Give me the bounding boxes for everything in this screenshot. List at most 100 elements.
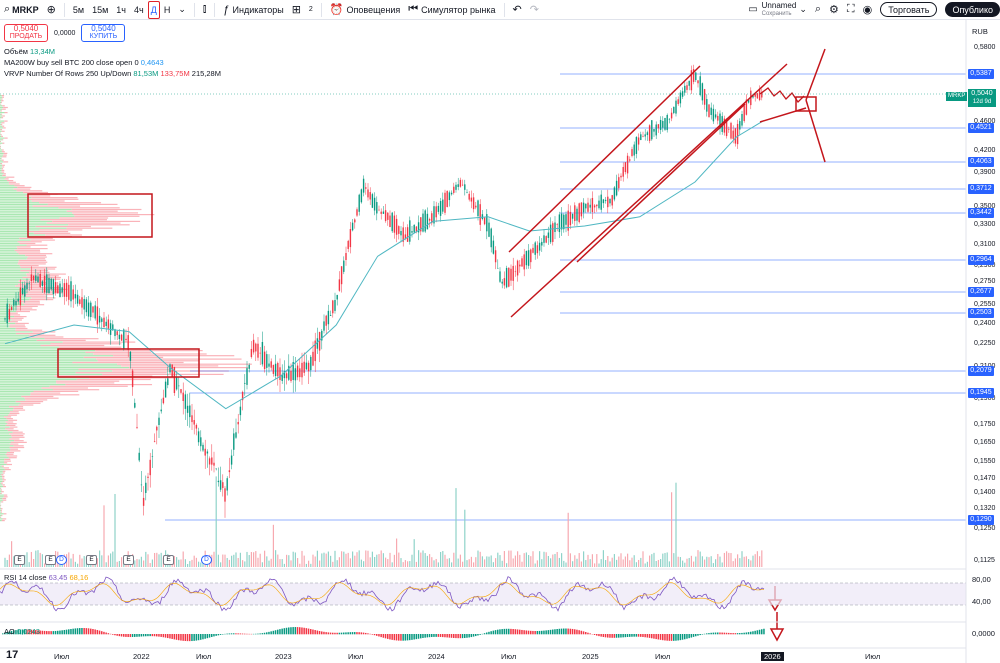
volume-bar: [341, 551, 343, 567]
vrvp-legend[interactable]: VRVP Number Of Rows 250 Up/Down 81,53M 1…: [4, 68, 424, 79]
profile-row-down: [16, 190, 43, 192]
indicators-button[interactable]: ƒ Индикаторы: [219, 1, 287, 19]
profile-row-down: [39, 202, 102, 204]
candle-body: [736, 123, 739, 145]
volume-bar: [248, 555, 250, 567]
quick-search-button[interactable]: ⌕: [811, 1, 825, 19]
candle-body: [263, 351, 266, 370]
volume-bar: [644, 563, 646, 567]
volume-bar: [81, 558, 83, 567]
volume-bar: [448, 558, 450, 567]
event-marker[interactable]: D: [201, 555, 212, 565]
candle-body: [169, 364, 171, 373]
profile-row-up: [0, 185, 15, 187]
candle-body: [508, 267, 510, 287]
price-tick: 0,1320: [974, 505, 996, 512]
projection-target-box[interactable]: [795, 96, 817, 112]
candle-body: [420, 217, 422, 232]
interval-day[interactable]: Д: [147, 0, 160, 19]
profile-row-up: [0, 395, 22, 398]
level-price-box: 0,2964: [968, 255, 994, 265]
event-marker[interactable]: E: [123, 555, 134, 565]
fullscreen-button[interactable]: ⛶: [843, 1, 859, 19]
chart-type-button[interactable]: ⫾: [199, 1, 211, 19]
rsi-ma-line: [0, 582, 765, 606]
undo-button[interactable]: ↶: [509, 1, 526, 19]
event-marker[interactable]: E: [86, 555, 97, 565]
profile-highlight-upper[interactable]: [27, 193, 153, 238]
projection-support-line[interactable]: [759, 107, 807, 123]
compare-button[interactable]: ⊕: [43, 1, 60, 19]
profile-row-down: [8, 181, 16, 183]
ao-bar: [607, 634, 609, 638]
price-tick: 0,2400: [974, 320, 996, 327]
profile-row-up: [0, 220, 53, 222]
candle-body: [670, 112, 673, 119]
candle-body: [101, 318, 103, 322]
symbol-search[interactable]: ⌕ MRKP: [0, 1, 43, 19]
buy-button[interactable]: 0,5040 КУПИТЬ: [81, 24, 126, 42]
projection-up-line[interactable]: [805, 48, 826, 101]
profile-row-up: [0, 139, 2, 141]
rsi-legend[interactable]: RSI 14 close 63,45 68,16: [4, 573, 88, 582]
ao-bar: [560, 628, 563, 635]
replay-button[interactable]: ⏮ Симулятор рынка: [404, 1, 499, 19]
projection-zigzag[interactable]: [759, 87, 805, 104]
rsi-line: [0, 576, 765, 612]
layout-menu[interactable]: ▭ Unnamed Сохранить ⌄: [744, 1, 811, 19]
divider: [63, 2, 65, 17]
profile-highlight-lower[interactable]: [57, 348, 200, 378]
ao-bar: [83, 628, 85, 635]
tradingview-logo[interactable]: 17: [6, 649, 19, 661]
volume-bar: [180, 559, 182, 567]
ao-arrow-head[interactable]: [769, 628, 785, 642]
candle-body: [312, 351, 314, 366]
candle-body: [334, 300, 336, 311]
event-marker[interactable]: E: [163, 555, 174, 565]
volume-bar: [200, 562, 202, 567]
candle-body: [215, 468, 217, 470]
channel-upper-line[interactable]: [508, 65, 701, 253]
candle-body: [369, 192, 371, 200]
layouts-button[interactable]: ⊞ 2: [288, 1, 317, 19]
ao-legend[interactable]: AO 0,0243: [4, 627, 40, 636]
interval-15m[interactable]: 15м: [92, 4, 109, 15]
volume-legend[interactable]: Объём 13,34M: [4, 46, 424, 57]
profile-row-down: [11, 435, 24, 437]
profile-row-down: [71, 208, 142, 211]
event-marker[interactable]: D: [56, 555, 67, 565]
candle-body: [525, 250, 528, 266]
interval-week[interactable]: Н: [163, 4, 171, 15]
redo-button[interactable]: ↷: [526, 1, 543, 19]
sell-button[interactable]: 0,5040 ПРОДАТЬ: [4, 24, 48, 42]
publish-button[interactable]: Опублико: [945, 2, 1000, 17]
alerts-button[interactable]: ⏰ Оповещения: [326, 1, 404, 19]
event-marker[interactable]: E: [14, 555, 25, 565]
ao-bar: [279, 629, 281, 635]
interval-4h[interactable]: 4ч: [134, 4, 144, 15]
volume-bar: [646, 561, 648, 567]
candle-body: [747, 99, 750, 103]
currency-label[interactable]: RUB: [972, 27, 988, 36]
trade-button[interactable]: Торговать: [880, 2, 938, 17]
ao-bar: [4, 632, 6, 635]
snapshot-button[interactable]: ◉: [859, 1, 877, 19]
candle-body: [61, 287, 63, 293]
volume-bar: [145, 551, 147, 567]
interval-1h[interactable]: 1ч: [116, 4, 126, 15]
settings-button[interactable]: ⚙: [825, 1, 843, 19]
interval-5m[interactable]: 5м: [72, 4, 85, 15]
candles: [4, 64, 763, 518]
volume-bar: [580, 561, 582, 567]
interval-dropdown[interactable]: ⌄: [174, 1, 190, 19]
volume-bar: [292, 551, 294, 567]
candle-body: [534, 242, 536, 255]
volume-bar: [477, 550, 479, 567]
channel-lower-line[interactable]: [510, 63, 788, 318]
event-marker[interactable]: E: [45, 555, 56, 565]
ma-legend[interactable]: MA200W buy sell BTC 200 close open 0 0,4…: [4, 57, 424, 68]
channel-mid-line[interactable]: [576, 103, 746, 263]
profile-row-down: [0, 516, 2, 518]
candle-body: [607, 196, 609, 208]
